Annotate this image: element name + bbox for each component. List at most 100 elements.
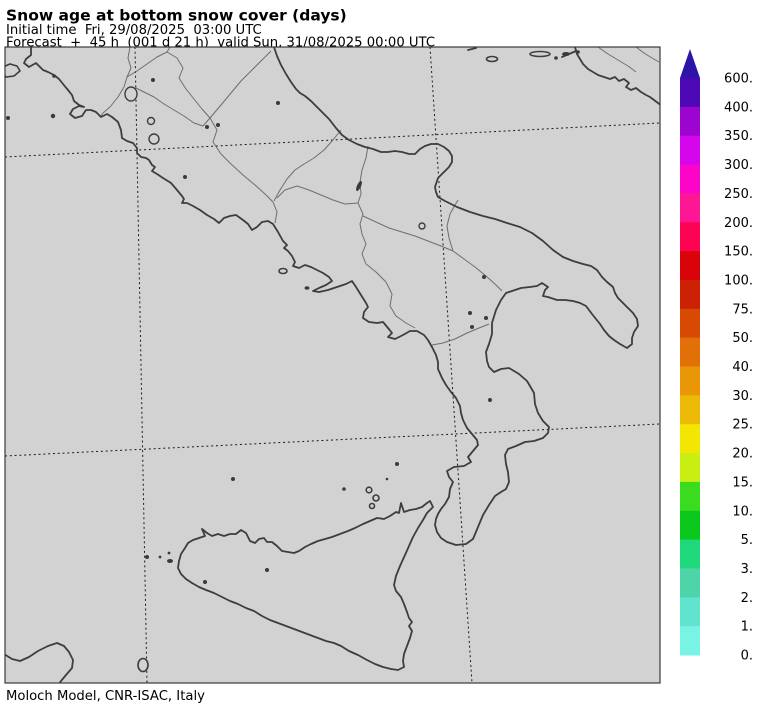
colorbar-level-label: 100.: [724, 273, 753, 288]
map-dot: [484, 316, 488, 320]
mljet-island: [529, 50, 551, 58]
colorbar-segment: [680, 337, 700, 367]
colorbar-segment: [680, 193, 700, 223]
colorbar-labels: 600. 400. 350. 300. 250. 200. 150. 100. 75. 50. 40…: [724, 72, 753, 664]
coastlines: [5, 47, 660, 683]
map-dot: [468, 311, 472, 315]
colorbar-level-label: 2.: [741, 591, 753, 606]
parallel-line-south: [5, 423, 660, 457]
colorbar-segment: [680, 597, 700, 627]
colorbar-level-label: 25.: [732, 418, 753, 433]
small-lake: [418, 222, 426, 230]
model-caption: Moloch Model, CNR-ISAC, Italy: [6, 689, 205, 704]
colorbar-segment: [680, 626, 700, 656]
elba-island: [5, 63, 22, 78]
initial-time-text: Initial time Fri, 29/08/2025 03:00 UTC: [6, 23, 262, 38]
sipan-island: [562, 52, 570, 56]
colorbar-segment: [680, 395, 700, 425]
map-dot: [205, 125, 209, 129]
colorbar-segment: [680, 308, 700, 339]
italy-peninsula-coastline: [23, 47, 639, 546]
map-dot: [216, 123, 220, 127]
colorbar: 600. 400. 350. 300. 250. 200. 150. 100. 75. 50. 40…: [680, 49, 753, 664]
salina-island: [365, 486, 373, 494]
colorbar-segment: [680, 568, 700, 598]
lipari-island: [372, 494, 380, 502]
colorbar-segment: [680, 424, 700, 454]
islands: [5, 50, 580, 673]
map-dot: [276, 101, 280, 105]
colorbar-level-label: 250.: [724, 187, 753, 202]
colorbar-level-label: 10.: [732, 504, 753, 519]
colorbar-segment: [680, 135, 700, 166]
islet-dot: [576, 50, 580, 54]
map-dot: [183, 175, 187, 179]
colorbar-level-label: 200.: [724, 216, 753, 231]
vulcano-island: [368, 502, 376, 510]
giglio-island: [50, 113, 56, 119]
colorbar-level-label: 75.: [732, 302, 753, 317]
filicudi-island: [342, 487, 346, 491]
lake-occhito: [356, 180, 362, 192]
region-borders: [99, 47, 660, 346]
sicily-coastline: [177, 500, 434, 671]
colorbar-level-label: 30.: [732, 389, 753, 404]
colorbar-arrow: [680, 49, 700, 78]
tunisia-coastline: [5, 642, 74, 683]
map-dot: [151, 78, 155, 82]
pantelleria-island: [137, 657, 149, 673]
colorbar-level-label: 15.: [732, 475, 753, 490]
colorbar-segment: [680, 106, 700, 137]
colorbar-segment: [680, 510, 700, 541]
colorbar-level-label: 5.: [741, 533, 753, 548]
colorbar-segment: [680, 251, 700, 281]
capri-island: [304, 286, 310, 290]
colorbar-level-label: 40.: [732, 360, 753, 375]
city-dots: [52, 74, 492, 584]
montecristo-island: [6, 116, 10, 120]
colorbar-level-label: 400.: [724, 100, 753, 115]
map-dot: [482, 275, 486, 279]
map-panel: [4, 46, 661, 684]
colorbar-level-label: 0.: [741, 649, 753, 664]
colorbar-segment: [680, 222, 700, 252]
lake-vico: [146, 116, 156, 126]
ischia-island: [278, 267, 288, 275]
colorbar-segment: [680, 481, 700, 512]
stromboli-island: [395, 462, 399, 466]
islet-dot: [554, 56, 558, 60]
lastovo-island: [485, 55, 499, 63]
page-title: Snow age at bottom snow cover (days): [6, 7, 347, 25]
colorbar-level-label: 350.: [724, 129, 753, 144]
lakes: [124, 86, 426, 230]
favignana-island: [167, 559, 173, 563]
map-dot: [470, 325, 474, 329]
colorbar-segments: [680, 78, 700, 656]
map-frame: [4, 46, 661, 684]
korcula-island-fragment: [467, 47, 477, 51]
panarea-island: [385, 477, 389, 481]
colorbar-segment: [680, 78, 700, 108]
map-dot: [488, 398, 492, 402]
colorbar-level-label: 20.: [732, 447, 753, 462]
meridian-line-east: [429, 47, 473, 683]
lake-bolsena: [124, 86, 138, 102]
colorbar-level-label: 3.: [741, 562, 753, 577]
colorbar-level-label: 1.: [741, 620, 753, 635]
marettimo-island: [145, 555, 149, 559]
map-dot: [203, 580, 207, 584]
map-dot: [52, 74, 56, 78]
colorbar-level-label: 150.: [724, 245, 753, 260]
balkan-coastline: [574, 47, 660, 106]
levanzo-island: [167, 551, 171, 555]
islet-dot: [158, 555, 162, 559]
colorbar-segment: [680, 164, 700, 194]
lake-bracciano: [148, 133, 160, 145]
colorbar-segment: [680, 279, 700, 310]
colorbar-segment: [680, 366, 700, 396]
colorbar-level-label: 50.: [732, 331, 753, 346]
colorbar-level-label: 300.: [724, 158, 753, 173]
map-dot: [265, 568, 269, 572]
